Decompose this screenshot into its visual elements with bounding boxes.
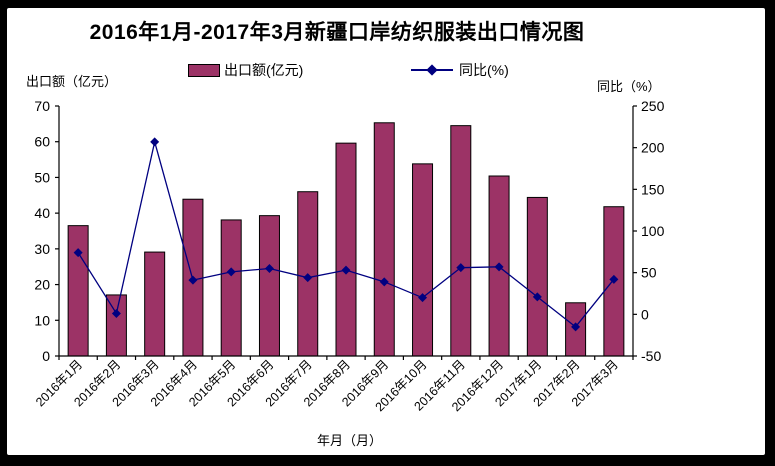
bar-2017年1月 bbox=[526, 196, 548, 357]
left-tick-label: 70 bbox=[34, 98, 50, 114]
right-tick-label: 100 bbox=[641, 223, 665, 239]
left-tick-label: 30 bbox=[34, 241, 50, 257]
yoy-marker-2016年7月 bbox=[303, 273, 313, 283]
left-tick-label: 50 bbox=[34, 169, 50, 185]
yoy-marker-2016年8月 bbox=[341, 265, 351, 275]
bar-2016年11月 bbox=[450, 125, 472, 357]
right-tick-label: 150 bbox=[641, 181, 665, 197]
right-tick-label: 200 bbox=[641, 140, 665, 156]
yoy-marker-2016年3月 bbox=[150, 137, 160, 147]
yoy-marker-2016年2月 bbox=[111, 309, 121, 318]
bar-legend-swatch bbox=[188, 64, 220, 77]
right-tick-label: 50 bbox=[641, 265, 657, 281]
left-tick-label: 20 bbox=[34, 277, 50, 293]
yoy-marker-2016年5月 bbox=[226, 267, 236, 277]
left-tick-label: 10 bbox=[34, 312, 50, 328]
right-tick-label: 0 bbox=[641, 306, 649, 322]
bar-2016年1月 bbox=[67, 225, 89, 357]
yoy-marker-2016年6月 bbox=[264, 264, 274, 273]
yoy-marker-2017年1月 bbox=[532, 292, 542, 302]
chart-panel: 2016年1月-2017年3月新疆口岸纺织服装出口情况图 出口额(亿元) 同比(… bbox=[7, 8, 765, 455]
left-tick-label: 60 bbox=[34, 134, 50, 150]
yoy-marker-2017年3月 bbox=[609, 274, 619, 284]
line-legend-label: 同比(%) bbox=[459, 62, 509, 78]
bar-2016年5月 bbox=[220, 219, 242, 357]
yoy-marker-2016年11月 bbox=[456, 263, 466, 273]
yoy-marker-2016年10月 bbox=[418, 293, 428, 303]
left-tick-label: 0 bbox=[42, 348, 50, 364]
yoy-marker-2016年9月 bbox=[379, 277, 389, 287]
yoy-marker-2017年2月 bbox=[571, 322, 581, 332]
chart-title: 2016年1月-2017年3月新疆口岸纺织服装出口情况图 bbox=[89, 21, 585, 44]
right-axis-title: 同比（%） bbox=[597, 79, 661, 94]
bar-2016年10月 bbox=[412, 163, 434, 357]
left-axis-title: 出口额（亿元） bbox=[26, 74, 118, 89]
bar-2016年2月 bbox=[105, 294, 127, 357]
bar-2016年6月 bbox=[258, 215, 280, 357]
right-tick-label: -50 bbox=[641, 348, 661, 364]
yoy-marker-2016年4月 bbox=[188, 275, 198, 285]
bar-2016年9月 bbox=[373, 122, 395, 357]
right-tick-label: 250 bbox=[641, 98, 665, 114]
x-axis-title: 年月（月） bbox=[317, 433, 383, 448]
yoy-marker-2016年12月 bbox=[494, 262, 504, 272]
yoy-marker-2016年1月 bbox=[73, 248, 83, 258]
bar-2016年8月 bbox=[335, 142, 357, 357]
combo-chart: 010203040506070-500501001502002502016年1月… bbox=[33, 98, 665, 414]
bar-2016年3月 bbox=[144, 251, 166, 357]
left-tick-label: 40 bbox=[34, 205, 50, 221]
bar-legend-label: 出口额(亿元) bbox=[224, 62, 304, 78]
